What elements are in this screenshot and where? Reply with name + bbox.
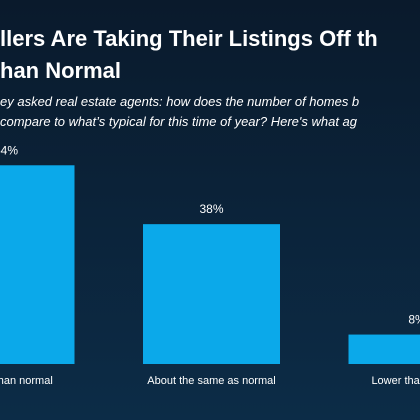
x-tick-label: About the same as normal — [147, 375, 275, 387]
chart-title: han Normal — [0, 58, 121, 83]
bar — [0, 165, 75, 364]
bar — [348, 334, 420, 364]
bar — [143, 224, 280, 364]
chart-subtitle: ey asked real estate agents: how does th… — [0, 94, 359, 109]
chart-title: llers Are Taking Their Listings Off th — [0, 26, 378, 51]
value-label: 54% — [0, 143, 18, 157]
x-tick-label: Higher than normal — [0, 375, 53, 387]
value-label: 8% — [408, 313, 420, 327]
chart-subtitle: compare to what’s typical for this time … — [0, 114, 358, 129]
x-tick-label: Lower than normal — [371, 375, 420, 387]
value-label: 38% — [199, 202, 223, 216]
